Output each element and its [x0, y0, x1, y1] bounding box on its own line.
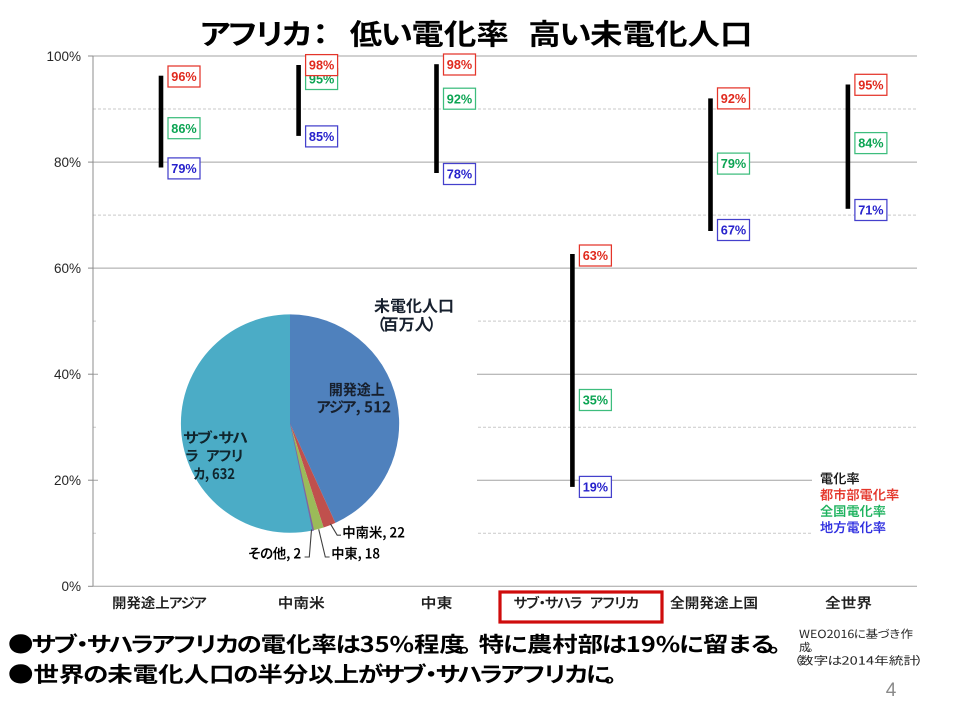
svg-text:19%: 19%: [583, 481, 608, 495]
svg-text:20%: 20%: [54, 473, 81, 488]
svg-text:98%: 98%: [447, 58, 472, 72]
svg-text:0%: 0%: [61, 579, 81, 594]
svg-text:92%: 92%: [721, 92, 746, 106]
svg-text:96%: 96%: [171, 70, 196, 84]
svg-text:79%: 79%: [171, 162, 196, 176]
svg-text:79%: 79%: [721, 157, 746, 171]
svg-text:86%: 86%: [171, 122, 196, 136]
svg-text:98%: 98%: [309, 59, 334, 73]
svg-text:84%: 84%: [858, 137, 883, 151]
svg-text:95%: 95%: [858, 78, 883, 92]
svg-text:78%: 78%: [447, 168, 472, 182]
svg-text:100%: 100%: [46, 49, 81, 64]
svg-text:80%: 80%: [54, 155, 81, 170]
svg-text:40%: 40%: [54, 367, 81, 382]
svg-text:4: 4: [886, 680, 897, 701]
svg-text:35%: 35%: [583, 394, 608, 408]
svg-text:63%: 63%: [583, 249, 608, 263]
svg-text:85%: 85%: [309, 130, 334, 144]
svg-text:71%: 71%: [858, 204, 883, 218]
svg-text:92%: 92%: [447, 92, 472, 106]
svg-text:60%: 60%: [54, 261, 81, 276]
svg-text:67%: 67%: [721, 224, 746, 238]
